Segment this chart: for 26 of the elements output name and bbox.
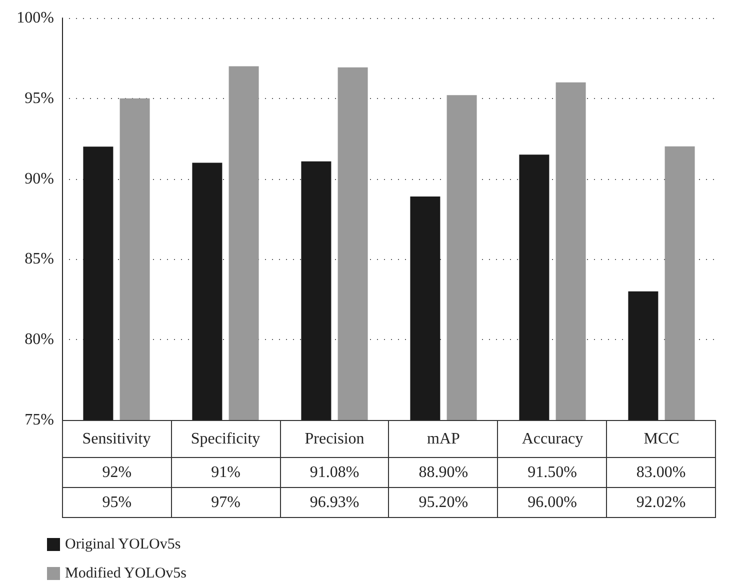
x-tick-label: Sensitivity <box>82 430 151 448</box>
x-tick-label: Precision <box>304 430 364 448</box>
data-label: 91.50% <box>498 458 607 488</box>
data-label: 95.20% <box>388 488 498 518</box>
y-tick-label: 80% <box>24 331 54 348</box>
data-label: 88.90% <box>388 458 498 488</box>
y-tick-label: 90% <box>24 170 54 188</box>
y-tick-label: 75% <box>24 412 54 428</box>
y-tick-label: 95% <box>24 90 54 107</box>
data-label: 91% <box>171 458 280 488</box>
data-label: 92.02% <box>606 488 716 518</box>
data-label: 97% <box>171 488 280 518</box>
legend-label: Modified YOLOv5s <box>65 566 187 582</box>
legend-label: Original YOLOv5s <box>65 536 181 552</box>
data-label: 96.00% <box>498 488 607 518</box>
data-label: 95% <box>62 488 172 518</box>
x-tick-label: Specificity <box>190 430 260 448</box>
x-tick-label: mAP <box>427 430 460 448</box>
y-tick-label: 85% <box>24 250 54 268</box>
x-tick-label: Accuracy <box>522 430 584 448</box>
y-tick-label: 100% <box>16 10 54 26</box>
data-label: 92% <box>62 458 172 488</box>
data-label: 96.93% <box>280 488 389 518</box>
data-label: 83.00% <box>606 458 716 488</box>
x-tick-label: MCC <box>644 430 680 448</box>
data-label: 91.08% <box>280 458 389 488</box>
